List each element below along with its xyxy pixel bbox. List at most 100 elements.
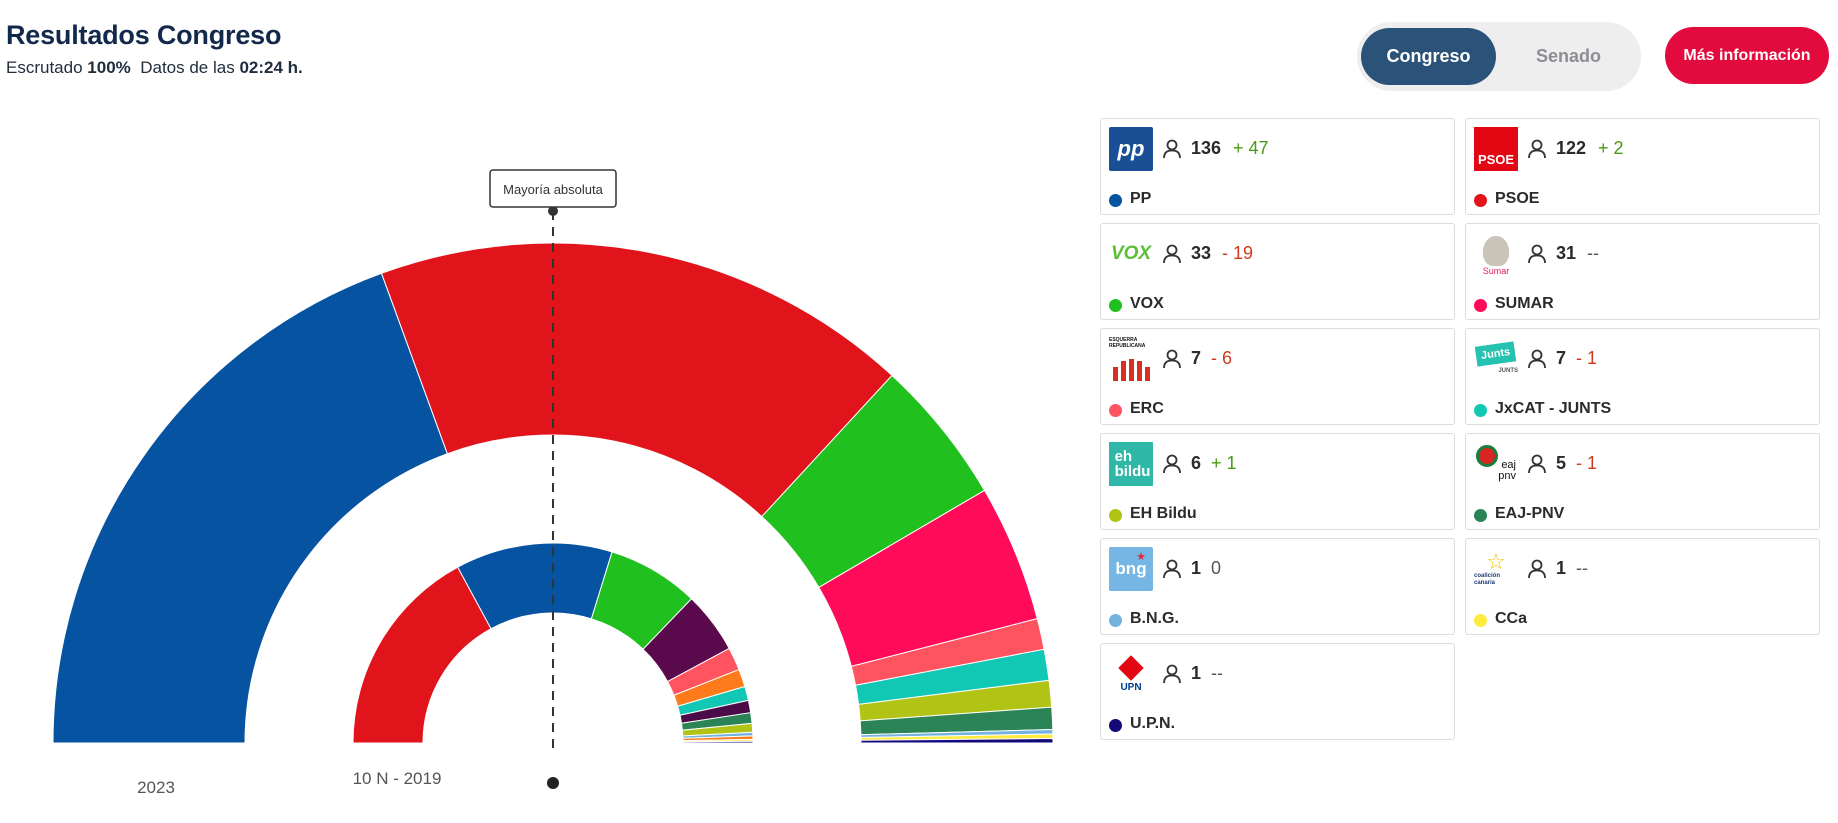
seat-count: 31 xyxy=(1556,243,1577,263)
seat-change: - 1 xyxy=(1576,453,1598,473)
bng-logo: bng ★ xyxy=(1109,547,1153,591)
party-card-u-p-n[interactable]: UPN 1 -- U.P.N. xyxy=(1100,643,1455,740)
seat-count: 5 xyxy=(1556,453,1567,473)
outer-arc-pp[interactable] xyxy=(52,272,449,744)
page-header: Resultados Congreso Escrutado 100% Datos… xyxy=(6,20,303,78)
outer-arc-psoe[interactable] xyxy=(380,242,893,518)
party-color-dot xyxy=(1474,614,1487,627)
party-card-pp[interactable]: pp 136 + 47 PP xyxy=(1100,118,1455,215)
party-name: JxCAT - JUNTS xyxy=(1495,400,1612,417)
seat-change: -- xyxy=(1576,558,1588,578)
more-info-button[interactable]: Más información xyxy=(1665,27,1829,84)
seat-count: 33 xyxy=(1191,243,1212,263)
scrutiny-label: Escrutado xyxy=(6,58,83,77)
cca-logo: ☆ coalición canaria xyxy=(1474,549,1506,587)
party-color-dot xyxy=(1109,299,1122,312)
party-color-dot xyxy=(1109,404,1122,417)
seat-change: -- xyxy=(1211,663,1223,683)
seat-count: 136 xyxy=(1191,138,1222,158)
party-name: ERC xyxy=(1130,400,1164,417)
bildu-logo: eh bildu xyxy=(1109,442,1153,486)
party-card-cca[interactable]: ☆ coalición canaria 1 -- CCa xyxy=(1465,538,1820,635)
party-color-dot xyxy=(1474,194,1487,207)
majority-label: Mayoría absoluta xyxy=(503,182,603,197)
party-name: PP xyxy=(1130,190,1152,207)
party-name: SUMAR xyxy=(1495,295,1554,312)
seat-change: + 2 xyxy=(1598,138,1624,158)
seat-change: - 19 xyxy=(1222,243,1254,263)
seat-count: 122 xyxy=(1556,138,1587,158)
inner-ring-2019 xyxy=(352,542,754,744)
party-name: VOX xyxy=(1130,295,1164,312)
party-color-dot xyxy=(1109,194,1122,207)
majority-line-top-dot xyxy=(548,206,558,216)
party-name: B.N.G. xyxy=(1130,610,1179,627)
seats-chart: Mayoría absoluta 2023 10 N - 2019 xyxy=(52,169,1054,797)
pp-logo: pp xyxy=(1109,127,1153,171)
party-name: CCa xyxy=(1495,610,1528,627)
inner-arc-segment-1[interactable] xyxy=(352,566,492,744)
party-color-dot xyxy=(1109,719,1122,732)
seat-change: 0 xyxy=(1211,558,1222,578)
person-icon xyxy=(1162,559,1182,579)
sumar-logo: Sumar xyxy=(1474,232,1518,276)
person-icon xyxy=(1162,454,1182,474)
party-card-vox[interactable]: VOX 33 - 19 VOX xyxy=(1100,223,1455,320)
majority-line-bottom-dot xyxy=(547,777,559,789)
party-card-psoe[interactable]: PSOE 122 + 2 PSOE xyxy=(1465,118,1820,215)
party-name: U.P.N. xyxy=(1130,715,1176,732)
party-color-dot xyxy=(1474,404,1487,417)
scrutiny-info: Escrutado 100% Datos de las 02:24 h. xyxy=(6,58,303,78)
seat-count: 1 xyxy=(1556,558,1567,578)
erc-logo: ESQUERRA REPUBLICANA xyxy=(1109,337,1153,381)
outer-arc-u-p-n-[interactable] xyxy=(860,738,1054,744)
majority-label-box xyxy=(489,169,617,208)
party-color-dot xyxy=(1474,299,1487,312)
chamber-toggle: Congreso Senado xyxy=(1357,22,1641,91)
party-card-jxcat-junts[interactable]: Junts JUNTS 7 - 1 JxCAT - JUNTS xyxy=(1465,328,1820,425)
party-color-dot xyxy=(1109,509,1122,522)
seat-change: - 6 xyxy=(1211,348,1233,368)
party-color-dot xyxy=(1109,614,1122,627)
party-color-dot xyxy=(1474,509,1487,522)
party-card-erc[interactable]: ESQUERRA REPUBLICANA 7 - 6 ERC xyxy=(1100,328,1455,425)
inner-arc-segment-14[interactable] xyxy=(682,740,754,744)
pnv-logo: eaj pnv xyxy=(1474,442,1518,486)
person-icon xyxy=(1162,349,1182,369)
scrutiny-value: 100% xyxy=(87,58,131,77)
party-name: EH Bildu xyxy=(1130,505,1197,522)
person-icon xyxy=(1527,349,1547,369)
seat-change: + 47 xyxy=(1233,138,1269,158)
seat-change: + 1 xyxy=(1211,453,1237,473)
seat-count: 6 xyxy=(1191,453,1202,473)
seat-change: - 1 xyxy=(1576,348,1598,368)
person-icon xyxy=(1162,139,1182,159)
person-icon xyxy=(1162,664,1182,684)
page-title: Resultados Congreso xyxy=(6,20,282,50)
seat-count: 7 xyxy=(1556,348,1567,368)
party-name: EAJ-PNV xyxy=(1495,505,1565,522)
seat-change: -- xyxy=(1587,243,1599,263)
person-icon xyxy=(1527,559,1547,579)
seat-count: 1 xyxy=(1191,558,1202,578)
person-icon xyxy=(1162,244,1182,264)
outer-ring-label: 2023 xyxy=(137,778,175,797)
person-icon xyxy=(1527,139,1547,159)
tab-congreso[interactable]: Congreso xyxy=(1361,28,1496,85)
party-card-eaj-pnv[interactable]: eaj pnv 5 - 1 EAJ-PNV xyxy=(1465,433,1820,530)
party-card-eh-bildu[interactable]: eh bildu 6 + 1 EH Bildu xyxy=(1100,433,1455,530)
inner-ring-label: 10 N - 2019 xyxy=(353,769,442,788)
upn-logo: UPN xyxy=(1109,652,1153,696)
party-card-b-n-g[interactable]: bng ★ 1 0 B.N.G. xyxy=(1100,538,1455,635)
data-time: 02:24 h. xyxy=(239,58,303,77)
person-icon xyxy=(1527,454,1547,474)
party-card-sumar[interactable]: Sumar 31 -- SUMAR xyxy=(1465,223,1820,320)
junts-logo: Junts JUNTS xyxy=(1474,337,1518,381)
seat-count: 1 xyxy=(1191,663,1202,683)
seat-count: 7 xyxy=(1191,348,1202,368)
tab-senado[interactable]: Senado xyxy=(1535,46,1601,66)
party-name: PSOE xyxy=(1495,190,1540,207)
data-label: Datos de las xyxy=(140,58,235,77)
person-icon xyxy=(1527,244,1547,264)
outer-ring-2023 xyxy=(52,242,1054,744)
